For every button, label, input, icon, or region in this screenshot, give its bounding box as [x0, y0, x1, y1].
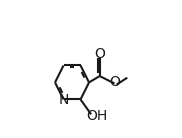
Text: O: O	[94, 47, 105, 61]
Text: N: N	[58, 93, 69, 107]
Text: OH: OH	[86, 109, 107, 124]
Text: O: O	[110, 75, 120, 89]
